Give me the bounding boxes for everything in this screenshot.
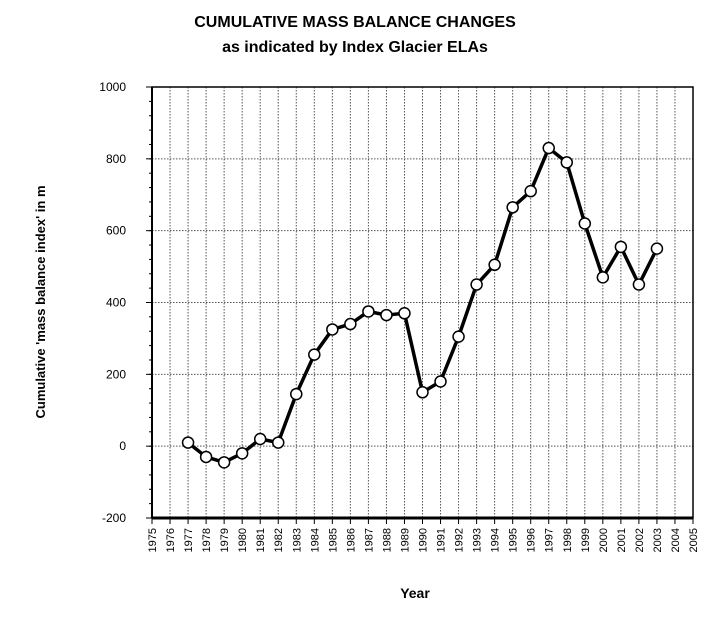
- data-point: [290, 387, 303, 401]
- y-tick-label: 200: [106, 367, 126, 381]
- x-tick-label: 1981: [255, 528, 267, 552]
- x-tick-label: 1989: [399, 528, 411, 552]
- data-point: [452, 330, 465, 343]
- data-point: [650, 242, 664, 255]
- y-tick-labels: -200 0 200 400 600 800 1000: [99, 80, 126, 525]
- x-tick-label: 1985: [327, 528, 339, 552]
- data-point: [632, 278, 646, 291]
- x-tick-label: 1980: [237, 528, 249, 552]
- y-tick-label: 800: [106, 152, 126, 166]
- x-tick-label: 2005: [688, 528, 700, 552]
- x-tick-label: 1992: [454, 528, 466, 552]
- x-tick-label: 1979: [219, 528, 231, 552]
- x-tick-label: 1998: [562, 528, 574, 552]
- x-tick-label: 1982: [273, 528, 285, 552]
- data-point: [235, 447, 249, 460]
- x-tick-label: 1997: [544, 528, 556, 552]
- data-point: [524, 184, 537, 198]
- x-tick-labels: 1975 1976 1977 1978 1979 1980 1981 1982 1983 1984…: [147, 528, 700, 552]
- x-tick-label: 1993: [472, 528, 484, 552]
- x-tick-label: 2002: [634, 528, 646, 552]
- data-point: [217, 456, 231, 469]
- grid: [152, 87, 693, 518]
- y-tick-label: 400: [106, 296, 126, 310]
- y-tick-label: 0: [119, 439, 126, 453]
- data-point: [253, 432, 267, 446]
- x-tick-label: 1991: [436, 528, 448, 552]
- x-tick-label: 1994: [490, 528, 502, 552]
- data-point: [398, 307, 411, 320]
- y-tick-label: 1000: [99, 80, 126, 94]
- data-point: [560, 156, 574, 169]
- x-tick-label: 1988: [381, 528, 393, 552]
- data-point: [470, 278, 483, 291]
- x-tick-label: 2001: [616, 528, 628, 552]
- data-point: [416, 386, 429, 399]
- x-tick-label: 1977: [183, 528, 195, 552]
- data-point: [614, 240, 628, 254]
- x-tick-label: 1996: [526, 528, 538, 552]
- data-point: [596, 271, 610, 284]
- x-tick-label: 1984: [309, 528, 321, 552]
- x-tick-label: 1978: [201, 528, 213, 552]
- data-point: [344, 317, 357, 331]
- x-axis-label: Year: [400, 585, 430, 601]
- data-point: [380, 308, 393, 322]
- x-tick-label: 1975: [147, 528, 159, 552]
- data-point: [542, 141, 555, 155]
- x-tick-label: 2000: [598, 528, 610, 552]
- y-tick-label: -200: [102, 511, 126, 525]
- series: [181, 141, 664, 469]
- x-tick-label: 1999: [580, 528, 592, 552]
- x-tick-label: 1995: [508, 528, 520, 552]
- y-axis-label: Cumulative 'mass balance index' in m: [33, 185, 48, 418]
- data-point: [434, 375, 447, 388]
- x-tick-label: 1983: [291, 528, 303, 552]
- chart-subtitle: as indicated by Index Glacier ELAs: [222, 39, 488, 56]
- chart-title: CUMULATIVE MASS BALANCE CHANGES: [194, 14, 516, 31]
- data-point: [308, 348, 321, 361]
- data-point: [271, 436, 285, 449]
- x-tick-label: 1976: [165, 528, 177, 552]
- y-tick-label: 600: [106, 224, 126, 238]
- data-point: [199, 450, 213, 464]
- data-point: [181, 436, 195, 449]
- x-tick-label: 1987: [363, 528, 375, 552]
- x-tick-label: 2004: [670, 528, 682, 552]
- axes: [146, 86, 694, 524]
- data-point: [578, 217, 592, 230]
- data-point: [326, 323, 339, 336]
- x-tick-label: 1986: [345, 528, 357, 552]
- data-point: [488, 258, 501, 272]
- data-point: [506, 201, 519, 214]
- x-tick-label: 2003: [652, 528, 664, 552]
- data-point: [362, 305, 375, 318]
- x-tick-label: 1990: [418, 528, 430, 552]
